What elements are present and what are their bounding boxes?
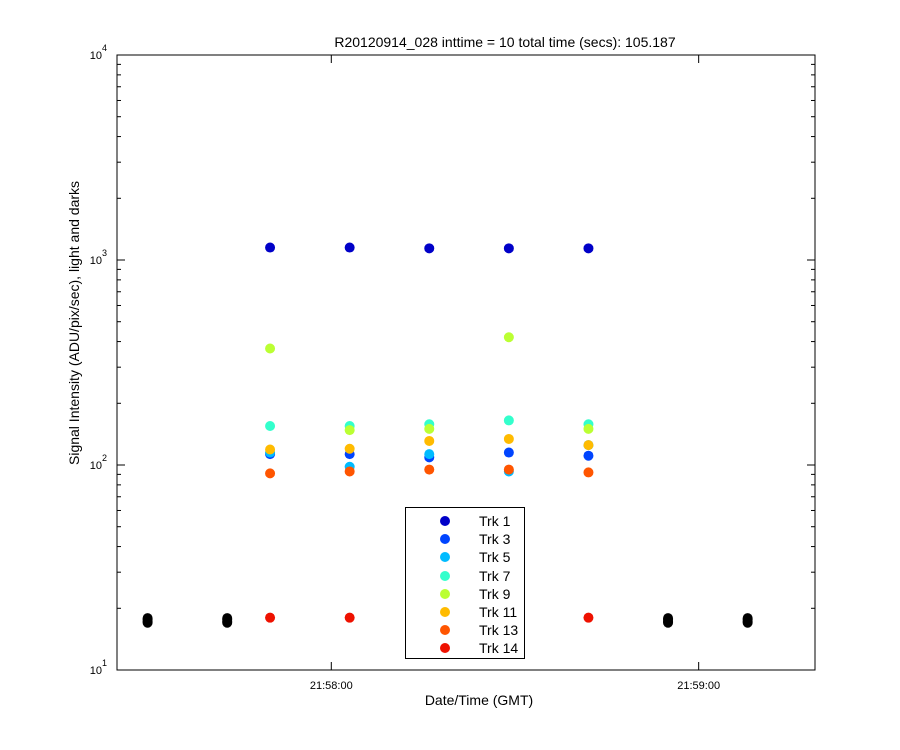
data-point	[424, 435, 435, 446]
axis-tick-labels: 101 102 103 104 21:58:00 21:59:00	[90, 43, 720, 692]
data-point	[583, 612, 594, 623]
data-point	[503, 415, 514, 426]
legend-item: Trk 7	[406, 567, 524, 585]
data-point	[265, 242, 276, 253]
y-tick-label: 101	[90, 658, 107, 677]
legend: Trk 1 Trk 3 Trk 5 Trk 7 Trk 9 Trk 11 Trk 13 Trk…	[405, 507, 525, 659]
legend-item: Trk 5	[406, 548, 524, 566]
data-point	[424, 449, 435, 460]
x-tick-label: 21:59:00	[677, 680, 720, 692]
legend-marker	[440, 625, 450, 636]
data-point	[265, 468, 276, 479]
data-point	[583, 450, 594, 461]
chart-title: R20120914_028 inttime = 10 total time (s…	[334, 34, 675, 50]
y-axis-label: Signal Intensity (ADU/pix/sec), light an…	[66, 181, 82, 465]
legend-label: Trk 14	[479, 640, 519, 657]
axis-ticks	[117, 54, 815, 671]
dark-point	[742, 613, 753, 624]
legend-marker	[440, 607, 450, 617]
legend-marker	[440, 570, 450, 581]
legend-item: Trk 3	[406, 530, 524, 548]
data-point	[583, 423, 594, 434]
data-point	[344, 242, 355, 253]
legend-label: Trk 3	[479, 531, 511, 548]
data-point	[424, 243, 435, 254]
data-point	[265, 343, 276, 354]
legend-marker	[440, 534, 450, 545]
x-axis-label: Date/Time (GMT)	[425, 692, 533, 708]
data-point	[583, 243, 594, 254]
y-tick-label: 102	[90, 453, 107, 472]
data-point	[344, 612, 355, 623]
data-point	[583, 440, 594, 451]
data-point	[503, 332, 514, 343]
legend-item: Trk 14	[406, 639, 524, 657]
data-points	[142, 242, 753, 628]
data-point	[265, 444, 276, 455]
y-tick-label: 103	[90, 248, 107, 267]
legend-label: Trk 5	[479, 549, 511, 566]
data-point	[265, 612, 276, 623]
data-point	[344, 443, 355, 454]
legend-marker	[440, 643, 450, 654]
data-point	[344, 466, 355, 477]
data-point	[344, 425, 355, 436]
data-point	[424, 464, 435, 475]
data-point	[503, 464, 514, 475]
data-point	[424, 423, 435, 434]
data-point	[503, 433, 514, 444]
legend-item: Trk 9	[406, 585, 524, 603]
legend-label: Trk 7	[479, 567, 511, 584]
legend-item: Trk 13	[406, 621, 524, 639]
legend-marker	[440, 552, 450, 563]
y-tick-label: 104	[90, 43, 107, 62]
dark-point	[142, 613, 153, 624]
legend-label: Trk 9	[479, 585, 511, 602]
legend-label: Trk 11	[479, 604, 518, 620]
legend-marker	[440, 588, 450, 599]
data-point	[583, 467, 594, 478]
dark-point	[222, 613, 233, 624]
data-point	[503, 447, 514, 458]
x-tick-label: 21:58:00	[310, 680, 353, 692]
dark-point	[663, 613, 674, 624]
legend-item: Trk 1	[406, 512, 524, 530]
legend-label: Trk 1	[479, 513, 511, 529]
legend-marker	[440, 516, 450, 526]
legend-label: Trk 13	[479, 622, 519, 639]
data-point	[265, 420, 276, 431]
data-point	[503, 243, 514, 254]
legend-item: Trk 11	[406, 603, 524, 621]
